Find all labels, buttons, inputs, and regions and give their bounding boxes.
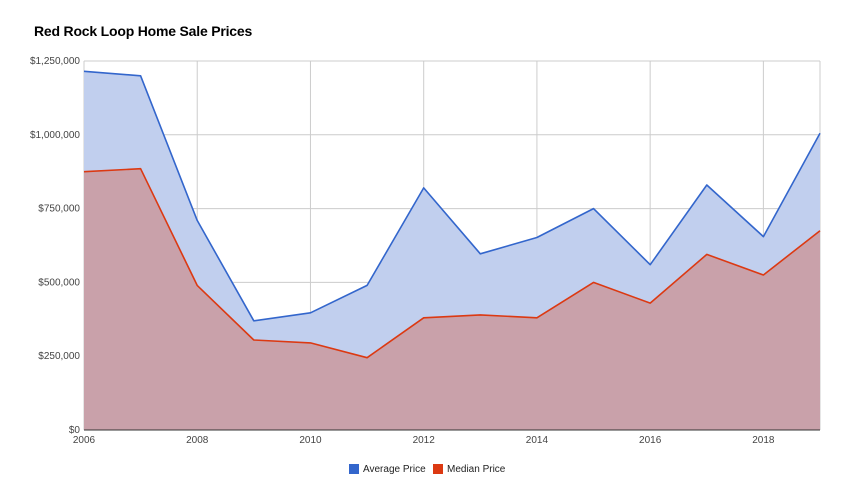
series-lines: [83, 70, 821, 359]
x-tick-label: 2012: [413, 435, 436, 446]
legend-label-average-price: Average Price: [363, 464, 426, 475]
legend-swatch-median-price: [433, 464, 443, 474]
legend-swatch-average-price: [349, 464, 359, 474]
y-tick-label: $0: [69, 425, 81, 436]
y-tick-label: $750,000: [38, 204, 80, 215]
legend-label-median-price: Median Price: [447, 464, 506, 475]
average-price-line: [83, 70, 821, 322]
x-axis-ticks: 2006 2008 2010 2012 2014 2016 2018: [73, 435, 775, 446]
y-tick-label: $1,000,000: [30, 130, 80, 141]
x-tick-label: 2010: [299, 435, 322, 446]
chart-title: Red Rock Loop Home Sale Prices: [34, 23, 253, 39]
median-price-area: [84, 168, 820, 430]
x-tick-label: 2008: [186, 435, 209, 446]
x-tick-label: 2014: [526, 435, 549, 446]
y-tick-label: $250,000: [38, 351, 80, 362]
series-areas: [84, 71, 820, 431]
legend: Average Price Median Price: [349, 464, 506, 475]
y-tick-label: $1,250,000: [30, 56, 80, 67]
x-tick-label: 2006: [73, 435, 96, 446]
x-tick-label: 2016: [639, 435, 662, 446]
median-price-line: [83, 167, 821, 359]
x-tick-label: 2018: [752, 435, 775, 446]
y-axis-ticks: $0 $250,000 $500,000 $750,000 $1,000,000 $1,2…: [30, 56, 80, 436]
y-tick-label: $500,000: [38, 277, 80, 288]
